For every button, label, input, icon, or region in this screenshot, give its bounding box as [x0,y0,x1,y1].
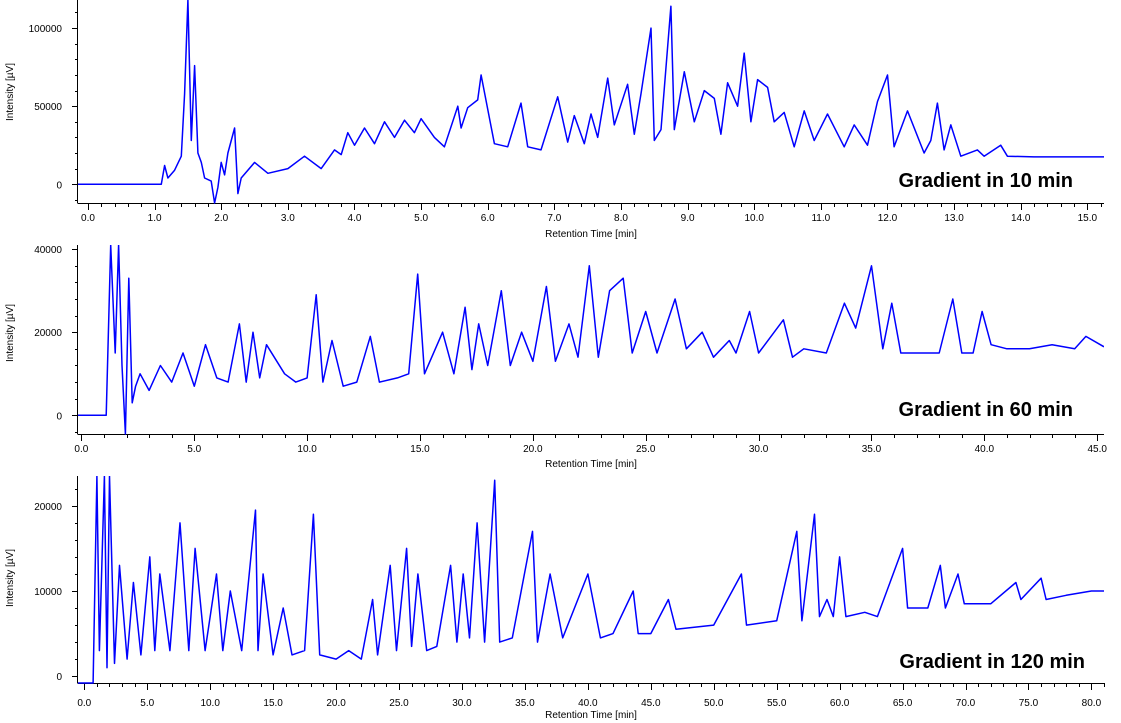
x-tick-label: 30.0 [749,444,769,455]
y-axis-title: Intensity [µV] [5,63,16,121]
x-axis-title: Retention Time [min] [545,459,637,470]
chromatogram-panel-120min: 0 10000 20000 0.0 5.0 10.0 15.0 20.0 25.0 30.0 35.… [5,476,1105,721]
y-tick-label: 20000 [34,502,62,513]
x-tick-label: 55.0 [767,698,787,709]
x-tick-label: 50.0 [704,698,724,709]
x-tick-label: 14.0 [1011,213,1031,224]
x-tick-label: 8.0 [614,213,628,224]
x-tick-label: 0.0 [81,213,95,224]
x-tick-label: 10.0 [200,698,220,709]
chromatogram-trace [78,245,1104,435]
chromatogram-panel-60min: 0 20000 40000 0.0 5.0 10.0 15.0 20.0 25.0 30.0 35.… [5,245,1107,470]
x-tick-label: 25.0 [389,698,409,709]
chromatogram-trace [78,476,1104,684]
panel-caption: Gradient in 60 min [899,399,1073,421]
x-tick-label: 65.0 [893,698,913,709]
x-tick-label: 35.0 [862,444,882,455]
panel-caption: Gradient in 10 min [899,170,1073,192]
x-tick-label: 12.0 [878,213,898,224]
x-tick-label: 40.0 [578,698,598,709]
x-tick-label: 3.0 [281,213,295,224]
y-tick-label: 100000 [29,24,63,35]
x-tick-label: 20.0 [326,698,346,709]
x-tick-label: 7.0 [547,213,561,224]
y-tick-label: 20000 [34,328,62,339]
x-tick-label: 35.0 [515,698,535,709]
x-tick-label: 15.0 [263,698,283,709]
y-tick-label: 0 [56,672,62,683]
x-axis-title: Retention Time [min] [545,229,637,240]
chromatogram-panel-10min: 0 50000 100000 0.0 1.0 2.0 3.0 4.0 5.0 6.0 7.0 8.0 9… [5,0,1104,240]
x-tick-label: 2.0 [214,213,228,224]
y-tick-label: 0 [56,411,62,422]
x-tick-label: 5.0 [187,444,201,455]
x-tick-label: 6.0 [481,213,495,224]
x-tick-label: 20.0 [523,444,543,455]
x-tick-label: 40.0 [975,444,995,455]
x-tick-label: 15.0 [1078,213,1098,224]
y-tick-label: 0 [56,180,62,191]
x-axis-title: Retention Time [min] [545,710,637,721]
panel-caption: Gradient in 120 min [899,651,1085,673]
y-axis-title: Intensity [µV] [5,304,16,362]
x-tick-label: 0.0 [77,698,91,709]
chromatogram-trace [78,0,1104,204]
x-tick-label: 9.0 [681,213,695,224]
y-tick-label: 10000 [34,587,62,598]
x-tick-label: 15.0 [410,444,430,455]
x-tick-label: 75.0 [1019,698,1039,709]
y-axis-title: Intensity [µV] [5,549,16,607]
x-tick-label: 1.0 [148,213,162,224]
x-tick-label: 4.0 [348,213,362,224]
x-tick-label: 10.0 [297,444,317,455]
x-tick-label: 45.0 [1087,444,1107,455]
x-tick-label: 70.0 [956,698,976,709]
x-tick-label: 11.0 [811,213,830,224]
x-tick-label: 5.0 [414,213,428,224]
x-tick-label: 5.0 [140,698,154,709]
x-tick-label: 30.0 [452,698,472,709]
x-tick-label: 80.0 [1082,698,1102,709]
y-tick-label: 50000 [34,102,62,113]
x-tick-label: 13.0 [944,213,964,224]
x-tick-label: 45.0 [641,698,661,709]
x-tick-label: 60.0 [830,698,850,709]
y-tick-label: 40000 [34,245,62,256]
x-tick-label: 0.0 [74,444,88,455]
x-tick-label: 25.0 [636,444,656,455]
x-tick-label: 10.0 [744,213,764,224]
